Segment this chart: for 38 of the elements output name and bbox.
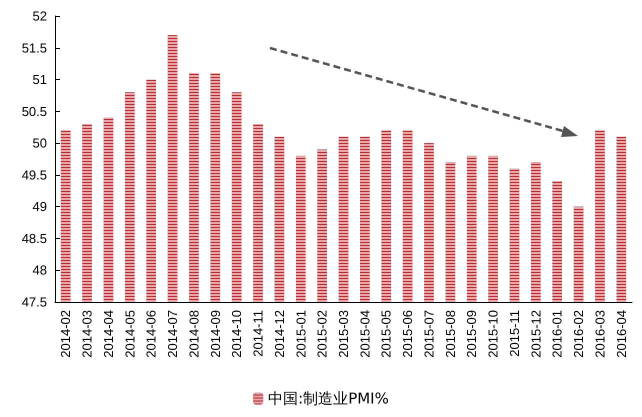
x-tick-label: 2014-04: [100, 310, 116, 358]
x-tick-label: 2015-09: [464, 310, 480, 358]
x-tick-label: 2015-07: [421, 310, 436, 358]
legend-label: 中国:制造业PMI%: [268, 390, 389, 408]
x-tick-label: 2014-03: [80, 310, 95, 358]
x-tick-label: 2014-10: [229, 310, 244, 358]
y-tick-label: 50: [32, 136, 47, 151]
x-tick-label: 2014-07: [165, 310, 180, 358]
y-tick-label: 47.5: [22, 294, 47, 310]
y-tick-label: 49: [32, 199, 47, 214]
x-tick-label: 2015-11: [506, 310, 522, 357]
x-tick-label: 2014-08: [186, 310, 202, 358]
x-tick-label: 2014-12: [272, 310, 287, 358]
y-tick-label: 48: [32, 262, 47, 278]
x-tick-label: 2014-11: [250, 310, 266, 357]
x-tick-label: 2015-12: [528, 310, 544, 358]
x-tick-label: 2015-02: [314, 310, 330, 358]
x-tick-label: 2014-05: [122, 310, 138, 358]
y-tick-label: 51.5: [22, 40, 47, 56]
y-tick-label: 50.5: [22, 104, 47, 119]
x-tick-label: 2016-01: [550, 310, 565, 358]
x-tick-label: 2015-01: [293, 310, 308, 358]
x-tick-label: 2016-03: [592, 310, 608, 358]
y-tick-label: 52: [32, 8, 47, 24]
x-tick-label: 2015-08: [442, 310, 458, 358]
x-tick-label: 2015-04: [357, 310, 372, 358]
y-tick-label: 49.5: [22, 167, 47, 182]
x-tick-label: 2014-06: [144, 310, 159, 358]
x-tick-label: 2015-03: [336, 310, 351, 358]
x-tick-label: 2015-10: [486, 310, 501, 358]
y-tick-label: 51: [32, 72, 47, 88]
x-tick-label: 2016-04: [614, 310, 629, 358]
x-tick-label: 2015-06: [400, 310, 416, 358]
x-tick-label: 2014-09: [208, 310, 223, 358]
x-tick-label: 2015-05: [378, 310, 394, 358]
x-tick-label: 2016-02: [571, 310, 586, 358]
y-tick-label: 48.5: [22, 230, 47, 246]
x-tick-label: 2014-02: [58, 310, 74, 358]
